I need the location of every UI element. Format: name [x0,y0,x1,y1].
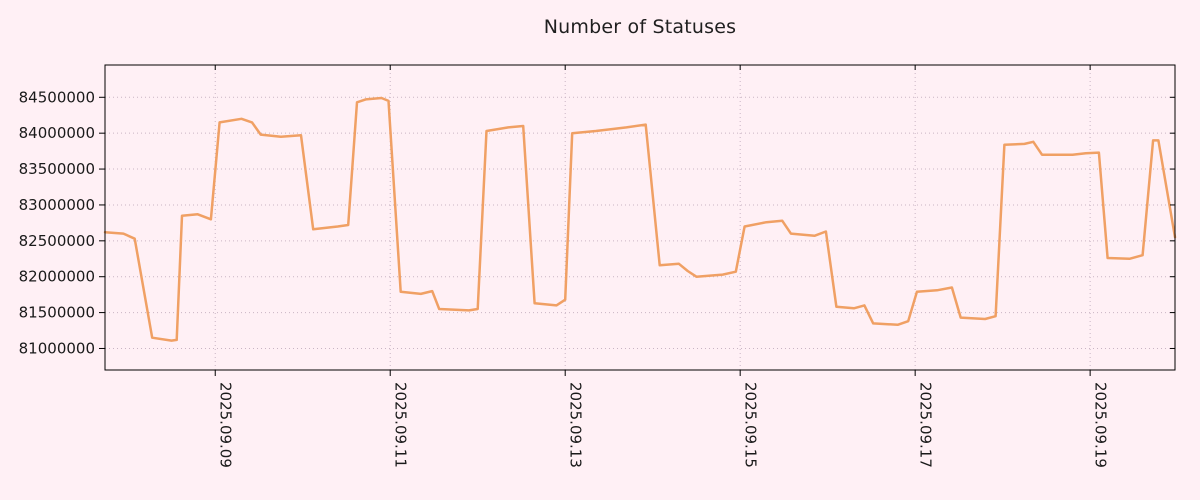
y-tick-label: 82000000 [19,268,95,286]
x-tick-label: 2025.09.19 [1092,382,1110,468]
plot-border [104,64,1176,371]
x-tick-label: 2025.09.15 [742,382,760,468]
y-tick-label: 83500000 [19,160,95,178]
y-tick-label: 82500000 [19,232,95,250]
x-tick-label: 2025.09.17 [917,382,935,468]
statuses-series-line [103,96,1177,342]
y-tick-label: 83000000 [19,196,95,214]
y-tick-label: 84500000 [19,88,95,106]
plot-area: 81000000 81500000 82000000 82500000 83000000… [19,64,1177,468]
y-tick-label: 81000000 [19,339,95,357]
x-tick-label: 2025.09.11 [392,382,410,468]
chart-title: Number of Statuses [543,16,737,38]
x-tick-label: 2025.09.09 [217,382,235,468]
x-tick-label: 2025.09.13 [567,382,585,468]
y-tick-label: 84000000 [19,124,95,142]
y-tick-label: 81500000 [19,304,95,322]
